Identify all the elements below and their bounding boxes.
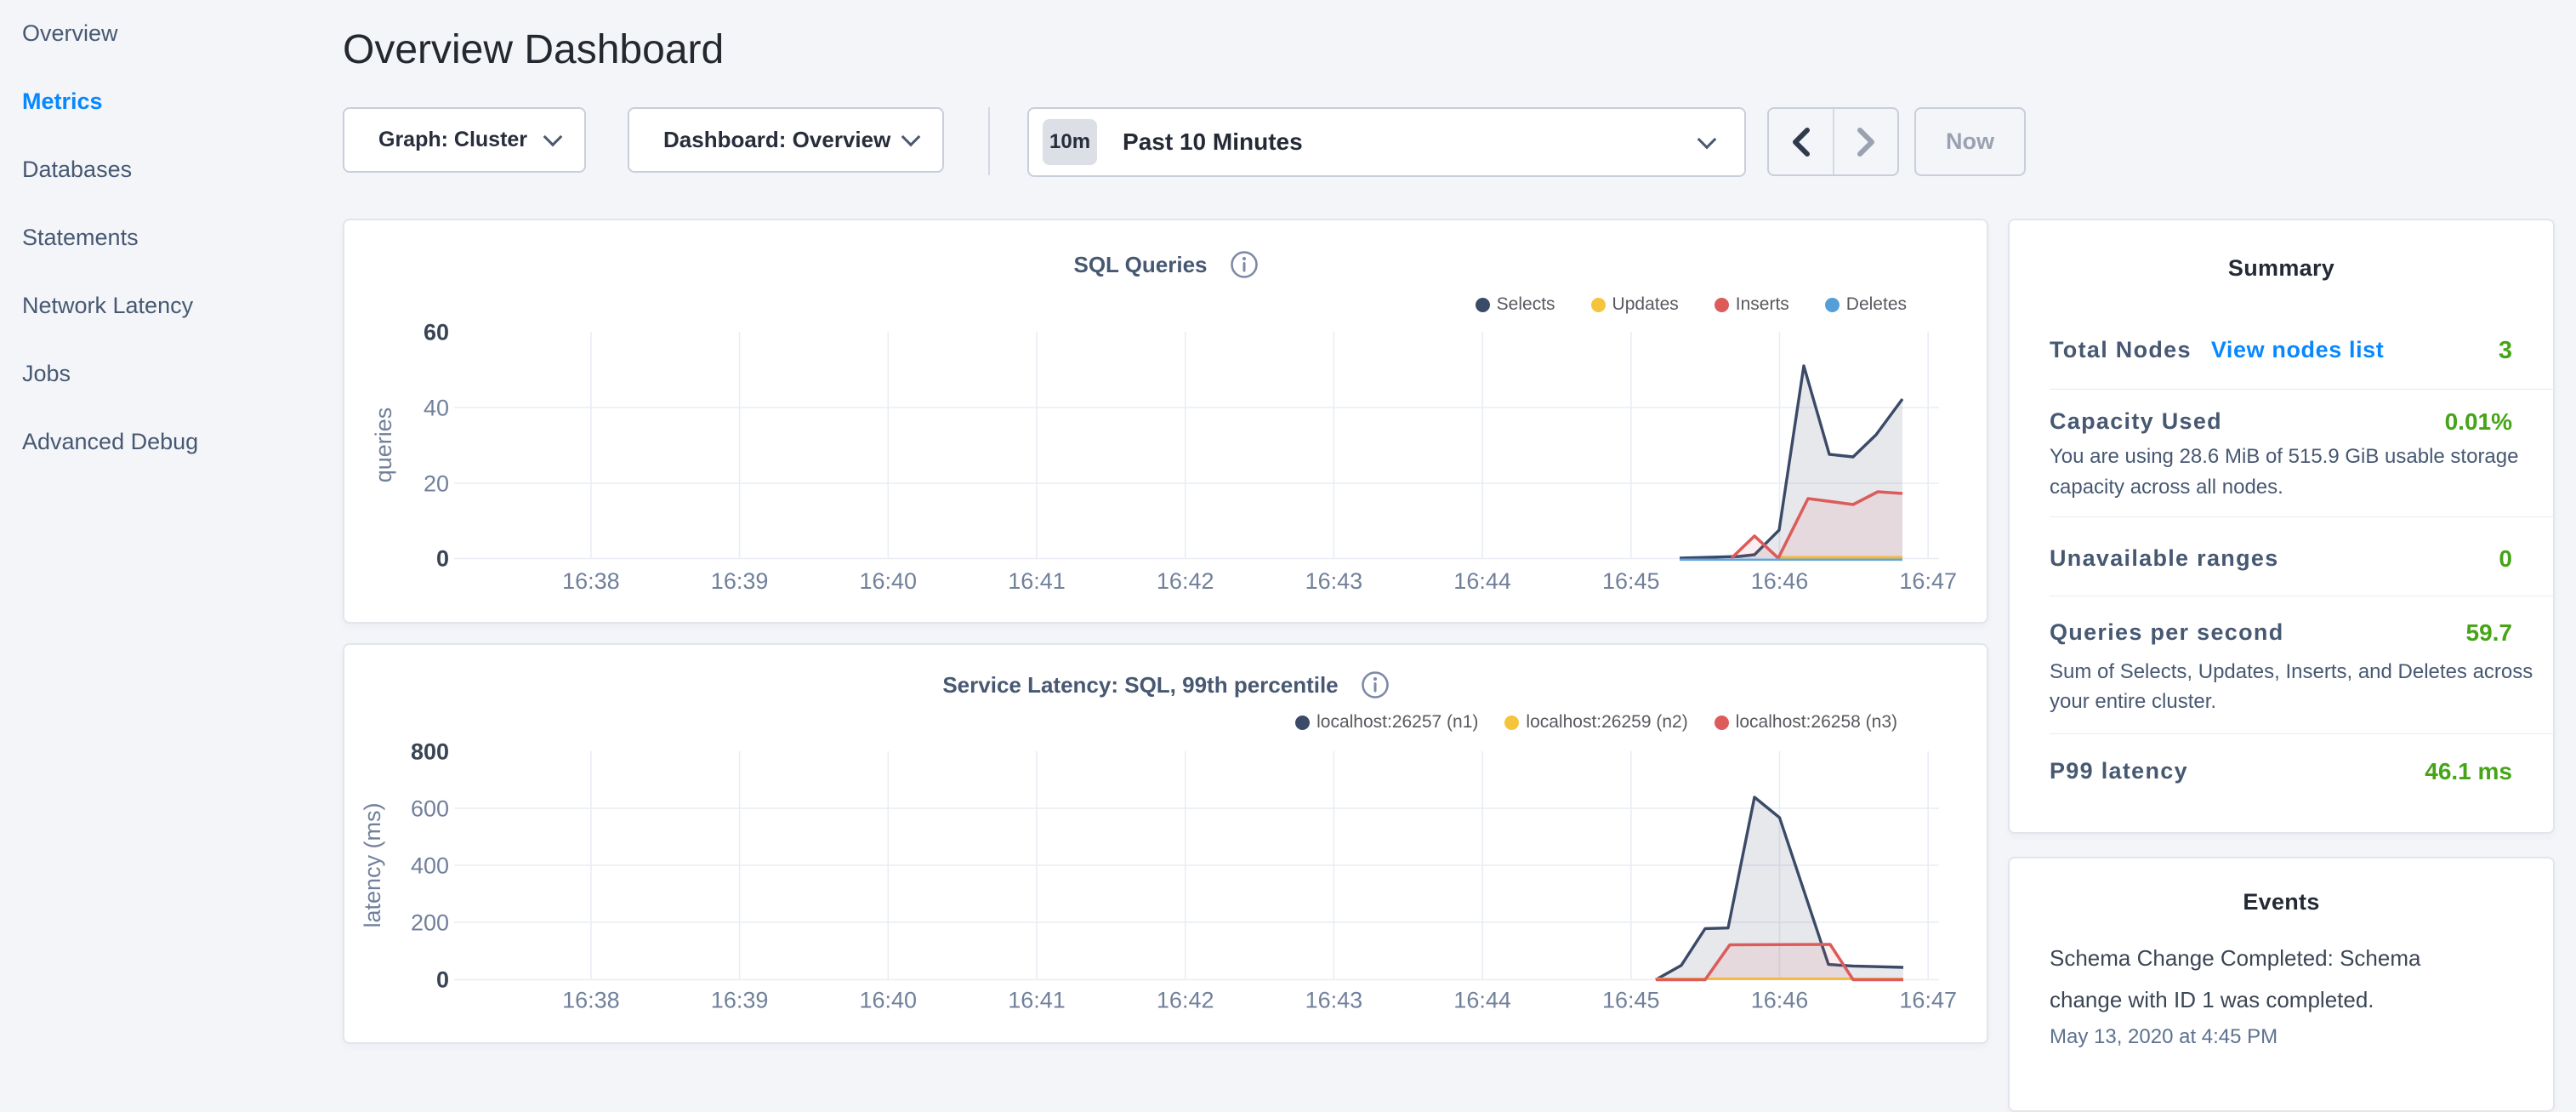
- svg-text:16:38: 16:38: [562, 568, 620, 594]
- svg-text:16:44: 16:44: [1453, 568, 1511, 594]
- svg-text:40: 40: [424, 396, 449, 421]
- svg-text:16:45: 16:45: [1602, 568, 1660, 594]
- svg-text:600: 600: [411, 796, 449, 822]
- svg-text:0: 0: [436, 967, 449, 993]
- svg-text:16:46: 16:46: [1751, 568, 1809, 594]
- svg-text:16:42: 16:42: [1157, 568, 1214, 594]
- svg-text:16:46: 16:46: [1751, 988, 1809, 1013]
- svg-text:0: 0: [436, 546, 449, 572]
- svg-text:16:47: 16:47: [1899, 988, 1957, 1013]
- svg-text:16:39: 16:39: [711, 568, 769, 594]
- svg-text:16:43: 16:43: [1305, 988, 1363, 1013]
- svg-text:200: 200: [411, 910, 449, 936]
- svg-text:60: 60: [424, 320, 449, 345]
- svg-text:16:39: 16:39: [711, 988, 769, 1013]
- svg-text:queries: queries: [371, 408, 396, 483]
- svg-text:400: 400: [411, 853, 449, 879]
- svg-text:16:41: 16:41: [1008, 988, 1066, 1013]
- svg-text:16:43: 16:43: [1305, 568, 1363, 594]
- svg-text:latency (ms): latency (ms): [360, 802, 385, 927]
- svg-text:16:47: 16:47: [1899, 568, 1957, 594]
- svg-text:16:41: 16:41: [1008, 568, 1066, 594]
- svg-text:16:38: 16:38: [562, 988, 620, 1013]
- svg-text:16:45: 16:45: [1602, 988, 1660, 1013]
- svg-text:20: 20: [424, 471, 449, 497]
- svg-text:16:42: 16:42: [1157, 988, 1214, 1013]
- svg-text:16:44: 16:44: [1453, 988, 1511, 1013]
- svg-text:800: 800: [411, 739, 449, 765]
- svg-text:16:40: 16:40: [860, 988, 918, 1013]
- svg-text:16:40: 16:40: [860, 568, 918, 594]
